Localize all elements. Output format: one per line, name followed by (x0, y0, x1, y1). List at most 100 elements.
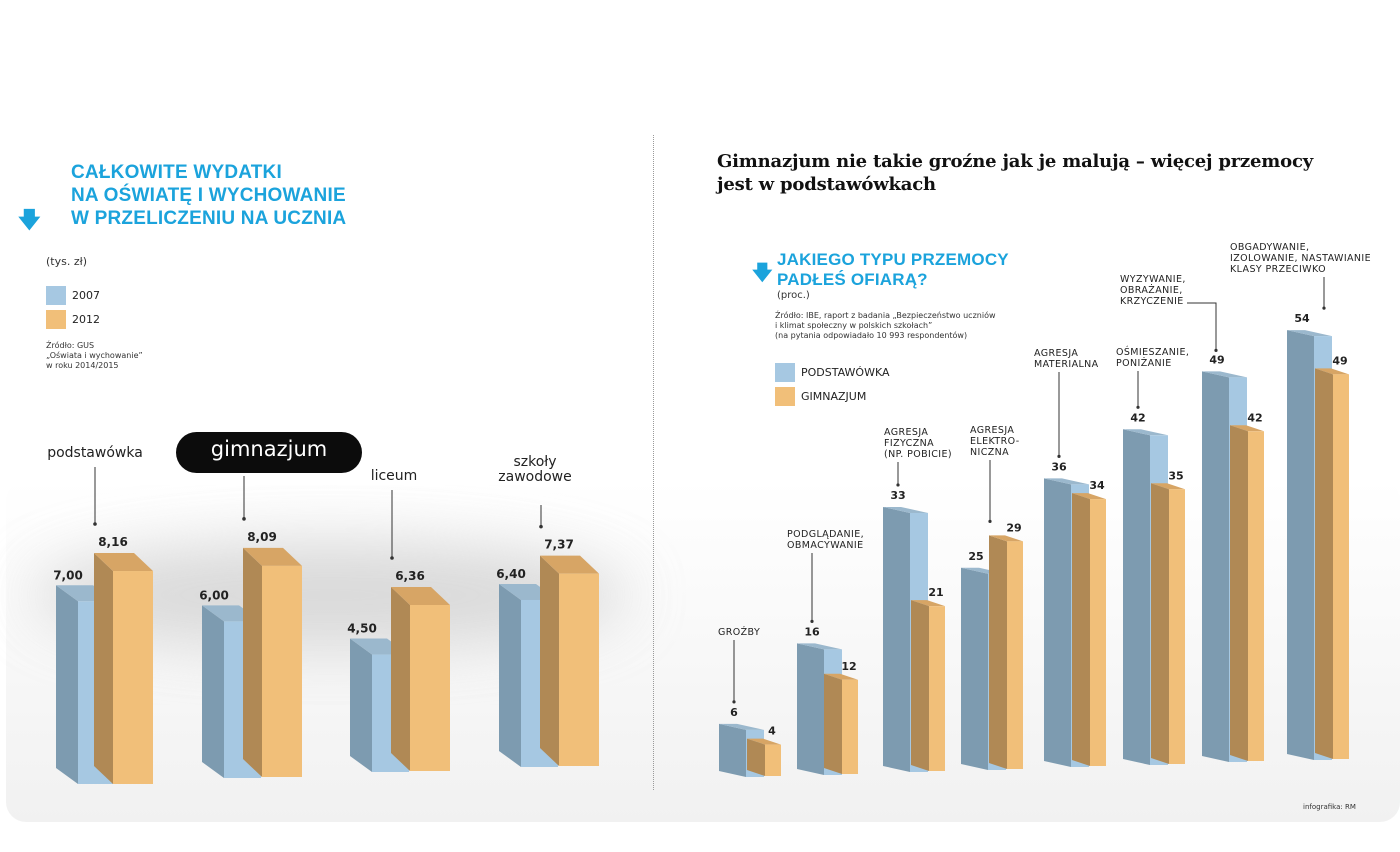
value-label-gimnazjum-2: 21 (928, 586, 943, 599)
arrow-down-icon: 🡇 (18, 208, 41, 233)
bar-2012-0 (113, 571, 153, 784)
bar-gimnazjum-1-side (824, 673, 842, 774)
value-label-2012-1: 8,09 (247, 530, 277, 544)
bar-gimnazjum-7-top (1315, 368, 1349, 375)
right-source-line-1: Źródło: IBE, raport z badania „Bezpiecze… (775, 311, 996, 320)
category-label-1-line-0: PODGLĄDANIE, (787, 529, 864, 540)
category-label-4-line-0: AGRESJA (1034, 348, 1078, 359)
value-label-gimnazjum-7: 49 (1332, 354, 1347, 367)
bar-2012-1 (262, 565, 302, 777)
category-label-7-line-0: OBGADYWANIE, (1230, 242, 1309, 253)
value-label-2012-0: 8,16 (98, 535, 128, 549)
bar-2012-1-side (243, 547, 262, 777)
bar-2007-0-side (56, 585, 78, 784)
bar-2007-2-side (350, 638, 372, 772)
legend-swatch-2012 (46, 310, 66, 329)
bar-gimnazjum-0-side (747, 738, 765, 776)
value-label-2012-3: 7,37 (544, 538, 574, 552)
value-label-2007-0: 7,00 (53, 568, 83, 582)
bar-gimnazjum-3-top (989, 535, 1023, 542)
bar-gimnazjum-7 (1333, 374, 1349, 759)
bar-2012-2-side (391, 587, 410, 771)
legend-label-gimnazjum: GIMNAZJUM (801, 390, 867, 403)
bar-podstawowka-4-top (1044, 478, 1089, 485)
category-label-3-line-2: NICZNA (970, 447, 1009, 458)
leader-dot-0 (732, 700, 736, 704)
category-label-2-line-2: (NP. POBICIE) (884, 449, 952, 460)
bar-podstawowka-1-side (797, 643, 824, 775)
category-label-0-line-0: GROŹBY (718, 626, 760, 638)
right-source-line-3: (na pytania odpowiadało 10 993 responden… (775, 331, 968, 340)
value-label-gimnazjum-5: 35 (1168, 469, 1183, 482)
bar-gimnazjum-7-side (1315, 368, 1333, 759)
bar-2012-2-top (391, 587, 450, 606)
right-headline: Gimnazjum nie takie groźne jak je malują… (717, 150, 1357, 196)
legend-swatch-gimnazjum (775, 387, 795, 406)
value-label-2012-2: 6,36 (395, 569, 425, 583)
category-label-gimnazjum: gimnazjum (210, 437, 328, 461)
bar-2012-3 (559, 573, 599, 766)
leader-dot-1 (242, 517, 246, 521)
right-title-line-1: JAKIEGO TYPU PRZEMOCY (777, 250, 1009, 269)
bar-podstawowka-0-top (719, 723, 764, 730)
bar-gimnazjum-0-top (747, 738, 781, 745)
leader-dot-7 (1322, 306, 1326, 310)
leader-dot-3 (988, 519, 992, 523)
legend-item-2007: 2007 (46, 286, 100, 305)
bar-podstawowka-7-top (1287, 330, 1332, 337)
left-source-line-1: Źródło: GUS (46, 341, 95, 350)
category-label-3-line-0: szkoły (513, 454, 556, 470)
value-label-podstawowka-2: 33 (890, 489, 905, 502)
value-label-podstawowka-6: 49 (1209, 353, 1224, 366)
bar-gimnazjum-5-side (1151, 483, 1169, 764)
right-headline-line-1: Gimnazjum nie takie groźne jak je malują… (717, 151, 1313, 172)
bar-podstawowka-7-side (1287, 330, 1314, 760)
leader-line-6 (1187, 302, 1217, 351)
bar-podstawowka-2-top (883, 506, 928, 513)
bar-podstawowka-2-side (883, 506, 910, 772)
category-label-5-line-0: OŚMIESZANIE, (1116, 346, 1189, 358)
bar-podstawowka-1-top (797, 643, 842, 650)
bar-gimnazjum-6-top (1230, 425, 1264, 432)
bar-podstawowka-5-top (1123, 429, 1168, 436)
right-legend: PODSTAWÓWKA GIMNAZJUM (775, 363, 890, 406)
value-label-gimnazjum-1: 12 (841, 660, 856, 673)
category-label-6-line-2: KRZYCZENIE (1120, 296, 1184, 307)
bar-gimnazjum-3 (1007, 541, 1023, 769)
category-label-3-line-0: AGRESJA (970, 425, 1014, 436)
value-label-podstawowka-5: 42 (1130, 411, 1145, 424)
category-label-3-line-1: zawodowe (498, 469, 571, 485)
left-legend: 2007 2012 (46, 286, 100, 329)
left-source-line-2: „Oświata i wychowanie” (46, 351, 143, 360)
left-source: Źródło: GUS „Oświata i wychowanie” w rok… (46, 341, 143, 371)
legend-label-2007: 2007 (72, 289, 100, 302)
bar-gimnazjum-4-side (1072, 493, 1090, 766)
value-label-2007-3: 6,40 (496, 567, 526, 581)
leader-dot-3 (539, 524, 543, 529)
value-label-2007-2: 4,50 (347, 622, 377, 636)
legend-label-podstawowka: PODSTAWÓWKA (801, 366, 890, 379)
legend-item-gimnazjum: GIMNAZJUM (775, 387, 890, 406)
left-chart-title: CAŁKOWITE WYDATKI NA OŚWIATĘ I WYCHOWANI… (71, 161, 346, 230)
bar-podstawowka-3-side (961, 567, 988, 770)
category-label-2-line-1: FIZYCZNA (884, 438, 934, 449)
value-label-podstawowka-3: 25 (968, 550, 983, 563)
bar-2012-0-top (94, 553, 153, 572)
bar-gimnazjum-0 (765, 744, 781, 776)
bar-2012-0-side (94, 553, 113, 784)
gimnazjum-highlight-pill (176, 432, 362, 473)
category-label-6-line-1: OBRAŻANIE, (1120, 285, 1183, 296)
bar-2007-1-side (202, 605, 224, 778)
value-label-gimnazjum-6: 42 (1247, 411, 1262, 424)
leader-dot-0 (93, 522, 97, 526)
legend-item-podstawowka: PODSTAWÓWKA (775, 363, 890, 382)
left-source-line-3: w roku 2014/2015 (46, 361, 119, 370)
leader-dot-1 (810, 619, 814, 624)
bar-podstawowka-5-side (1123, 429, 1150, 765)
legend-swatch-2007 (46, 286, 66, 305)
bar-gimnazjum-6 (1248, 431, 1264, 761)
bar-2012-1-top (243, 547, 302, 566)
arrow-down-icon: 🡇 (752, 260, 773, 284)
left-unit-label: (tys. zł) (46, 255, 88, 268)
